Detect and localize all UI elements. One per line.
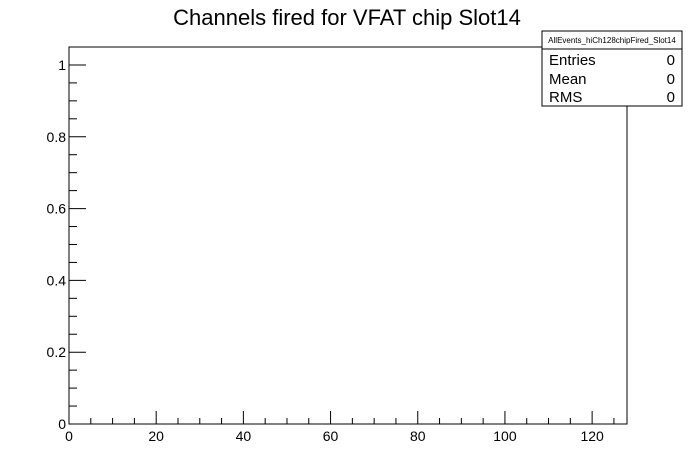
plot-frame <box>68 46 628 425</box>
x-axis: 0 20 40 60 80 100 120 <box>65 411 615 444</box>
stats-box: AllEvents_hiCh128chipFired_Slot14 Entrie… <box>541 30 683 107</box>
y-axis: 0 0.2 0.4 0.6 0.8 1 <box>47 46 86 432</box>
x-tick-label: 80 <box>410 428 426 444</box>
chart-title: Channels fired for VFAT chip Slot14 <box>173 5 521 30</box>
y-tick-label: 0.4 <box>47 272 67 288</box>
y-tick-label: 0.2 <box>47 344 67 360</box>
y-tick-label: 0 <box>58 416 66 432</box>
stats-mean-value: 0 <box>667 71 675 88</box>
x-tick-label: 60 <box>323 428 339 444</box>
x-tick-label: 20 <box>148 428 164 444</box>
stats-entries-value: 0 <box>667 52 675 69</box>
x-tick-label: 40 <box>236 428 252 444</box>
x-tick-label: 120 <box>580 428 604 444</box>
stats-rms-value: 0 <box>667 89 675 106</box>
y-tick-label: 0.8 <box>47 129 67 145</box>
stats-mean-label: Mean <box>549 71 587 88</box>
stats-entries-label: Entries <box>549 52 596 69</box>
x-tick-label: 100 <box>493 428 517 444</box>
stats-box-frame <box>541 30 683 107</box>
stats-rms-label: RMS <box>549 89 582 106</box>
y-tick-label: 0.6 <box>47 201 67 217</box>
x-tick-label: 0 <box>65 428 73 444</box>
y-tick-label: 1 <box>58 57 66 73</box>
stats-box-title: AllEvents_hiCh128chipFired_Slot14 <box>548 36 676 45</box>
